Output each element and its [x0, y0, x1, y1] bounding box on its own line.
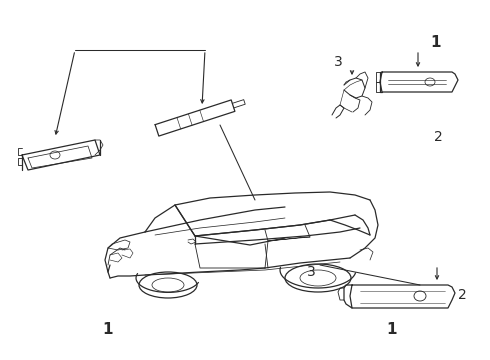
Text: 3: 3	[307, 265, 316, 279]
Text: 2: 2	[434, 130, 443, 144]
Text: 1: 1	[431, 35, 441, 50]
Text: 1: 1	[387, 322, 397, 337]
Text: 1: 1	[102, 322, 113, 337]
Text: 3: 3	[334, 55, 343, 69]
Text: 2: 2	[458, 288, 466, 302]
